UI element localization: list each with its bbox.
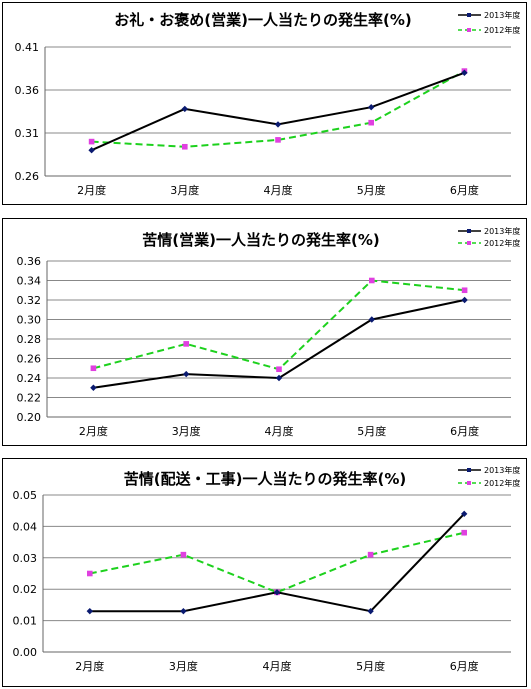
- x-tick-label: 3月度: [169, 659, 198, 673]
- chart-3-svg: 苦情(配送・工事)一人当たりの発生率(%) 2013年度 2012年度 0.00…: [13, 465, 521, 673]
- data-point-2012: [461, 287, 468, 294]
- y-tick-label: 0.26: [17, 353, 42, 366]
- legend-2012: 2012年度: [484, 25, 520, 35]
- legend-2012: 2012年度: [484, 478, 520, 488]
- chart-title: 苦情(配送・工事)一人当たりの発生率(%): [124, 470, 406, 488]
- data-point-2013: [274, 121, 282, 128]
- series-line-2012: [93, 279, 465, 371]
- legend-2013: 2013年度: [484, 465, 520, 475]
- data-point-2012: [88, 138, 95, 145]
- y-tick-label: 0.04: [13, 520, 38, 533]
- series-line-2013: [93, 299, 465, 389]
- x-tick-label: 4月度: [263, 659, 292, 673]
- y-tick-label: 0.24: [17, 372, 42, 385]
- legend: 2013年度 2012年度: [458, 226, 520, 248]
- data-point-2012: [180, 551, 187, 558]
- data-point-2013: [180, 607, 187, 615]
- x-tick-label: 5月度: [357, 424, 386, 438]
- chart-panel-2: 苦情(営業)一人当たりの発生率(%) 2013年度 2012年度 0.20 0.2…: [2, 218, 527, 446]
- series-line-2012: [89, 531, 465, 594]
- y-tick-label: 0.30: [17, 314, 42, 327]
- y-tick-label: 0.28: [17, 333, 42, 346]
- chart-title: 苦情(営業)一人当たりの発生率(%): [142, 231, 379, 249]
- x-tick-label: 5月度: [356, 659, 385, 673]
- y-tick-label: 0.02: [13, 583, 38, 596]
- x-tick-label: 6月度: [450, 183, 479, 197]
- legend-2012: 2012年度: [484, 238, 520, 248]
- y-tick-label: 0.26: [15, 170, 40, 183]
- data-point-2013: [181, 105, 188, 113]
- x-tick-label: 3月度: [172, 424, 201, 438]
- x-tick-label: 2月度: [75, 659, 104, 673]
- data-point-2013: [368, 316, 375, 323]
- y-tick-label: 0.31: [15, 127, 40, 140]
- data-point-2012: [87, 570, 93, 577]
- legend: 2013年度 2012年度: [458, 465, 520, 488]
- data-point-2012: [276, 366, 282, 373]
- data-point-2013: [90, 384, 97, 391]
- legend: 2013年度 2012年度: [458, 10, 520, 35]
- y-tick-label: 0.36: [15, 84, 40, 97]
- y-tick-label: 0.32: [17, 294, 42, 307]
- data-point-2012: [275, 137, 281, 143]
- chart-1-svg: お礼・お褒め(営業)一人当たりの発生率(%) 2013年度 2012年度 0.2…: [15, 10, 521, 197]
- data-point-2013: [275, 374, 283, 382]
- data-point-2012: [368, 119, 374, 126]
- x-tick-label: 6月度: [450, 424, 479, 438]
- x-tick-label: 2月度: [77, 183, 106, 197]
- y-tick-label: 0.01: [13, 615, 38, 628]
- x-tick-label: 3月度: [170, 183, 199, 197]
- y-tick-label: 0.03: [13, 552, 38, 565]
- data-point-2013: [86, 607, 93, 615]
- x-tick-label: 5月度: [357, 183, 386, 197]
- data-point-2012: [369, 277, 375, 284]
- data-point-2013: [461, 296, 468, 304]
- legend-2013: 2013年度: [484, 226, 520, 236]
- data-point-2012: [182, 143, 188, 150]
- chart-panel-3: 苦情(配送・工事)一人当たりの発生率(%) 2013年度 2012年度 0.00…: [2, 458, 527, 687]
- y-tick-label: 0.00: [13, 646, 38, 659]
- data-point-2012: [461, 529, 467, 536]
- y-tick-label: 0.22: [17, 392, 42, 405]
- data-point-2013: [183, 370, 190, 378]
- series-line-2012: [91, 70, 465, 148]
- x-tick-label: 4月度: [264, 183, 293, 197]
- chart-title: お礼・お褒め(営業)一人当たりの発生率(%): [114, 11, 411, 29]
- y-tick-label: 0.05: [13, 489, 38, 502]
- legend-2013: 2013年度: [484, 10, 520, 20]
- y-tick-label: 0.41: [15, 41, 40, 54]
- y-tick-label: 0.20: [17, 411, 42, 424]
- data-point-2013: [368, 104, 375, 111]
- data-point-2013: [88, 147, 95, 154]
- chart-panel-1: お礼・お褒め(営業)一人当たりの発生率(%) 2013年度 2012年度 0.2…: [2, 2, 527, 205]
- data-point-2012: [90, 365, 97, 372]
- data-point-2012: [367, 551, 374, 558]
- x-tick-label: 2月度: [79, 424, 108, 438]
- x-tick-label: 4月度: [265, 424, 294, 438]
- data-point-2013: [461, 69, 468, 76]
- y-tick-label: 0.36: [17, 255, 42, 268]
- chart-2-svg: 苦情(営業)一人当たりの発生率(%) 2013年度 2012年度 0.20 0.2…: [17, 226, 521, 438]
- data-point-2012: [183, 341, 189, 347]
- y-tick-label: 0.34: [17, 275, 42, 288]
- x-tick-label: 6月度: [450, 659, 479, 673]
